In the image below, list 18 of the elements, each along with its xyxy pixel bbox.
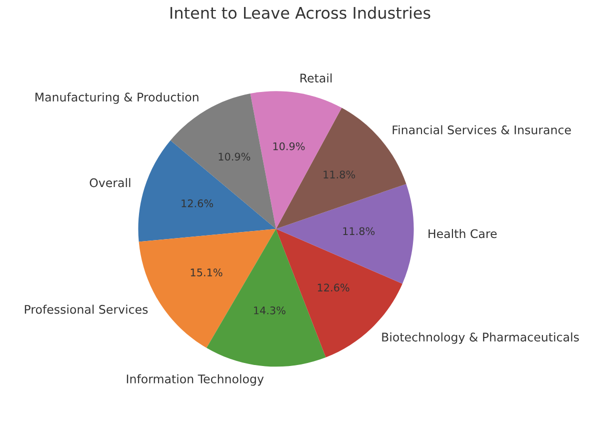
data-label: 11.8% [324, 170, 356, 178]
pie-slice [276, 184, 414, 284]
slice-label: Retail [300, 73, 332, 83]
slice-label: Health Care [428, 229, 497, 238]
data-label: 14.3% [254, 306, 286, 314]
data-label: 12.6% [182, 199, 214, 208]
data-label: 10.9% [218, 152, 250, 161]
slice-label: Biotechnology & Pharmaceuticals [382, 332, 579, 344]
slice-label: Manufacturing & Production [36, 92, 198, 104]
data-label: 10.9% [273, 142, 305, 150]
slice-label: Financial Services & Insurance [392, 125, 571, 134]
data-label: 12.6% [318, 284, 350, 292]
slice-label: Overall [90, 178, 130, 188]
chart-title: Intent to Leave Across Industries [170, 6, 430, 19]
data-label: 11.8% [343, 227, 375, 236]
data-label: 15.1% [190, 268, 222, 276]
slice-label: Information Technology [126, 374, 264, 386]
slice-label: Professional Services [24, 304, 148, 314]
